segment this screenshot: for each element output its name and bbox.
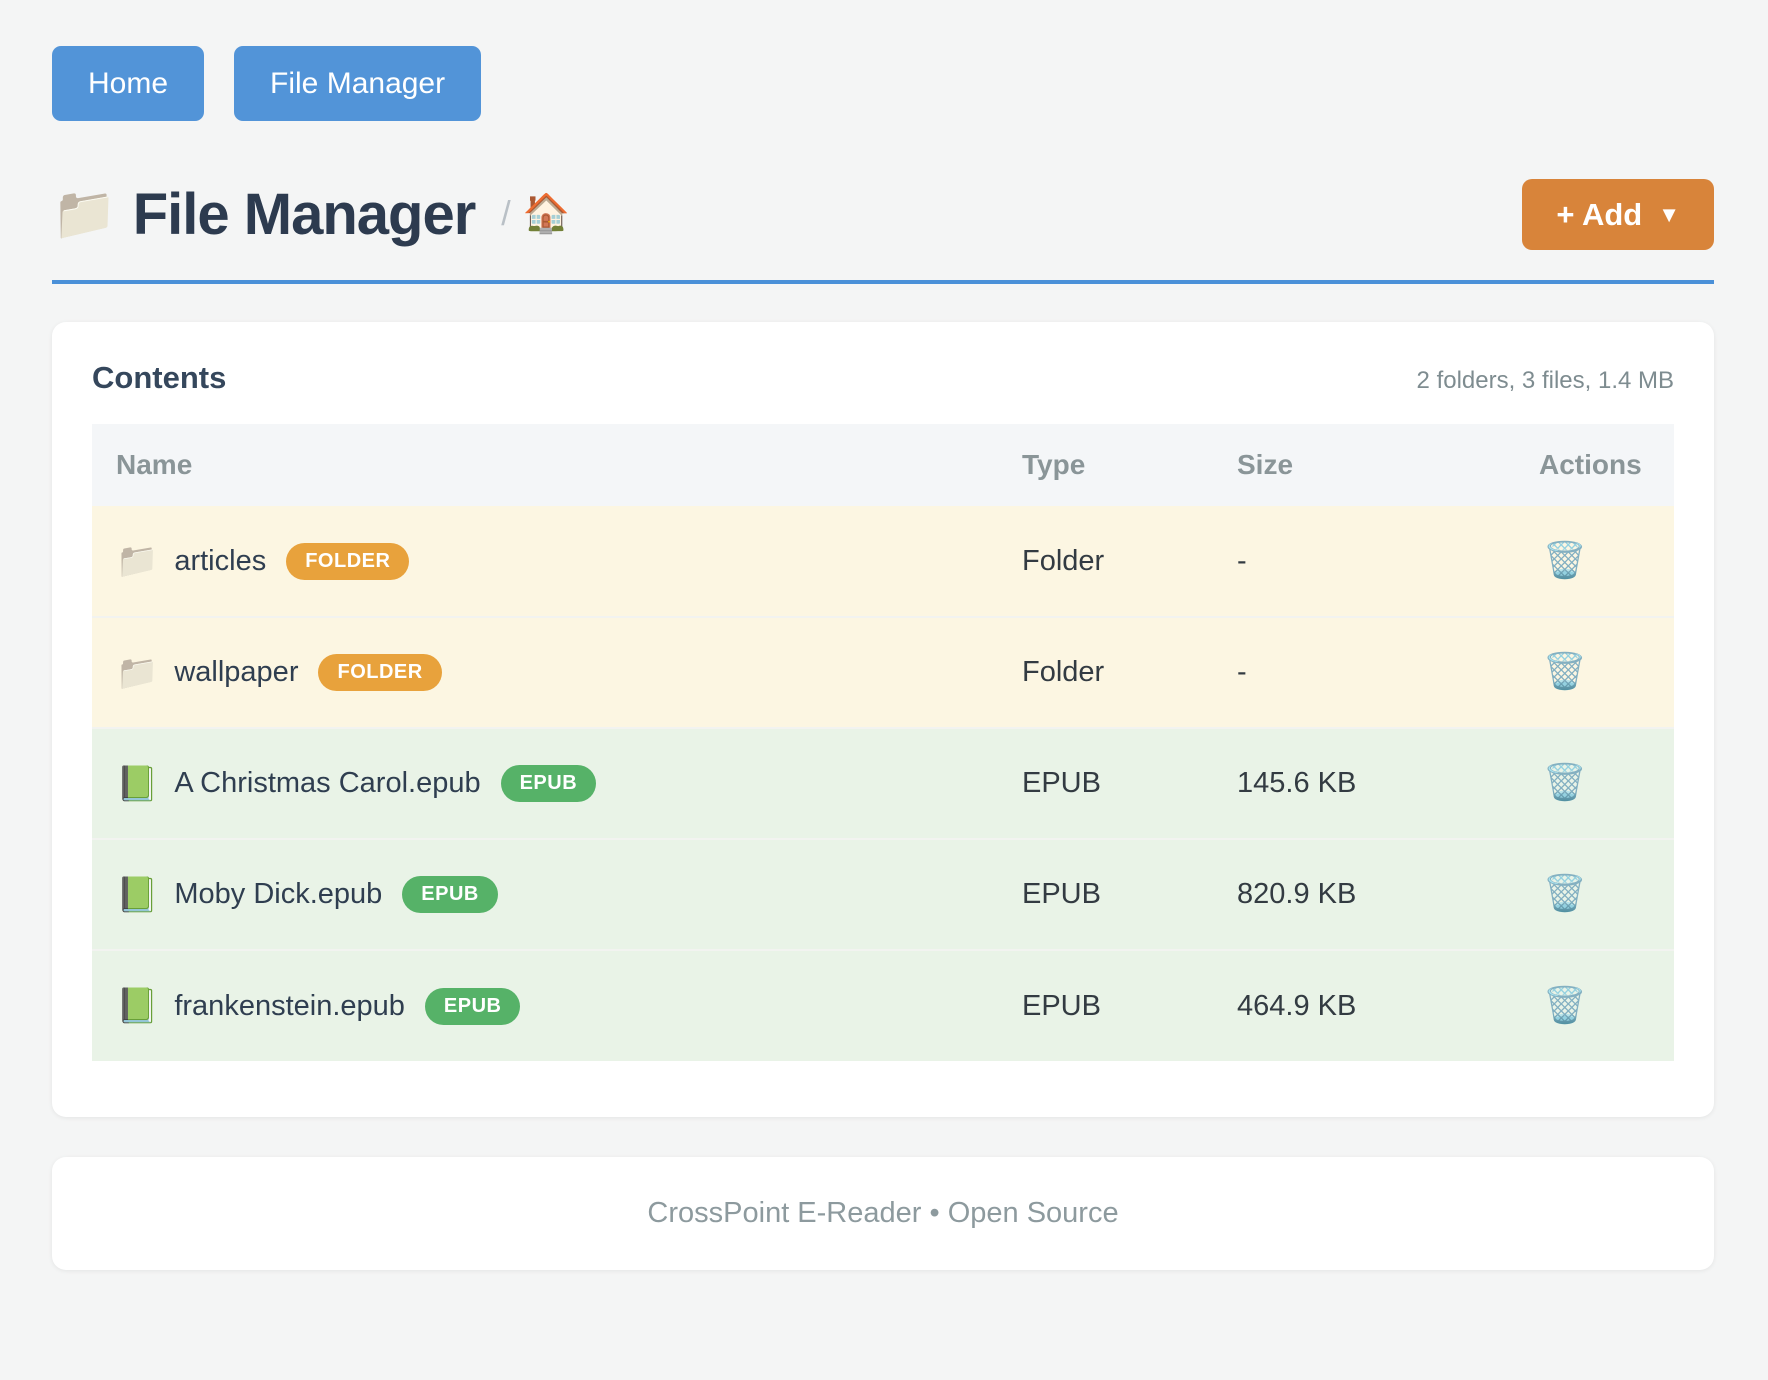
type-cell: EPUB: [998, 950, 1213, 1061]
file-badge: EPUB: [424, 987, 521, 1025]
page-title: File Manager: [132, 181, 477, 247]
column-header-actions: Actions: [1515, 424, 1674, 506]
size-cell: 820.9 KB: [1213, 839, 1515, 951]
breadcrumb-separator: /: [501, 194, 511, 233]
add-button[interactable]: + Add ▼: [1522, 179, 1714, 250]
trash-icon[interactable]: 🗑️: [1543, 985, 1587, 1025]
caret-down-icon: ▼: [1658, 201, 1680, 227]
actions-cell: 🗑️: [1515, 506, 1674, 618]
actions-cell: 🗑️: [1515, 728, 1674, 840]
contents-card-header: Contents 2 folders, 3 files, 1.4 MB: [92, 360, 1674, 396]
contents-card: Contents 2 folders, 3 files, 1.4 MB Name…: [52, 322, 1714, 1117]
title-group: 📁 File Manager / 🏠: [52, 181, 570, 247]
home-button[interactable]: Home: [52, 46, 205, 121]
table-body: 📁 articles FOLDER Folder - 🗑️ 📁 wallpape…: [92, 506, 1674, 1061]
file-badge: FOLDER: [318, 654, 442, 691]
folder-icon: 📁: [52, 185, 117, 244]
file-icon: 📁: [116, 653, 159, 692]
file-icon: 📁: [116, 542, 159, 580]
table-row[interactable]: 📁 articles FOLDER Folder - 🗑️: [92, 506, 1674, 618]
home-icon[interactable]: 🏠: [522, 193, 571, 236]
file-icon: 📗: [116, 764, 159, 803]
name-cell: 📗 Moby Dick.epub EPUB: [92, 839, 998, 951]
contents-summary: 2 folders, 3 files, 1.4 MB: [1416, 367, 1674, 394]
name-cell: 📗 frankenstein.epub EPUB: [92, 950, 998, 1061]
actions-cell: 🗑️: [1515, 839, 1674, 951]
trash-icon[interactable]: 🗑️: [1543, 763, 1587, 802]
file-icon: 📗: [116, 987, 159, 1025]
name-cell: 📁 wallpaper FOLDER: [92, 617, 998, 729]
column-header-name: Name: [92, 424, 998, 506]
actions-cell: 🗑️: [1515, 950, 1674, 1061]
file-table: Name Type Size Actions 📁 articles FOLDER…: [92, 424, 1674, 1061]
size-cell: -: [1213, 617, 1515, 729]
table-header-row: Name Type Size Actions: [92, 424, 1674, 506]
trash-icon[interactable]: 🗑️: [1543, 874, 1587, 913]
file-manager-button[interactable]: File Manager: [234, 46, 482, 121]
trash-icon[interactable]: 🗑️: [1543, 652, 1587, 691]
type-cell: EPUB: [998, 728, 1213, 840]
type-cell: EPUB: [998, 839, 1213, 951]
table-row[interactable]: 📗 Moby Dick.epub EPUB EPUB 820.9 KB 🗑️: [92, 839, 1674, 951]
file-name[interactable]: Moby Dick.epub: [174, 878, 383, 910]
name-cell: 📁 articles FOLDER: [92, 506, 998, 618]
size-cell: 145.6 KB: [1213, 728, 1515, 840]
file-badge: EPUB: [500, 765, 597, 802]
file-name[interactable]: articles: [174, 544, 267, 577]
column-header-size: Size: [1213, 424, 1515, 506]
table-row[interactable]: 📁 wallpaper FOLDER Folder - 🗑️: [92, 617, 1674, 729]
actions-cell: 🗑️: [1515, 617, 1674, 729]
table-row[interactable]: 📗 A Christmas Carol.epub EPUB EPUB 145.6…: [92, 728, 1674, 840]
title-row: 📁 File Manager / 🏠 + Add ▼: [52, 179, 1714, 250]
table-row[interactable]: 📗 frankenstein.epub EPUB EPUB 464.9 KB 🗑…: [92, 950, 1674, 1061]
footer: CrossPoint E-Reader • Open Source: [52, 1157, 1714, 1270]
title-underline: [52, 280, 1714, 284]
file-name[interactable]: wallpaper: [174, 656, 299, 688]
file-name[interactable]: A Christmas Carol.epub: [174, 767, 481, 799]
type-cell: Folder: [998, 506, 1213, 618]
trash-icon[interactable]: 🗑️: [1543, 540, 1587, 580]
column-header-type: Type: [998, 424, 1213, 506]
breadcrumb: / 🏠: [501, 195, 570, 234]
name-cell: 📗 A Christmas Carol.epub EPUB: [92, 728, 998, 840]
size-cell: -: [1213, 506, 1515, 618]
file-icon: 📗: [116, 875, 159, 914]
size-cell: 464.9 KB: [1213, 950, 1515, 1061]
contents-title: Contents: [92, 360, 227, 395]
type-cell: Folder: [998, 617, 1213, 729]
top-nav: Home File Manager: [52, 46, 1714, 121]
file-badge: FOLDER: [286, 542, 410, 580]
add-button-label: + Add: [1556, 197, 1643, 232]
footer-text: CrossPoint E-Reader • Open Source: [647, 1197, 1119, 1229]
file-badge: EPUB: [402, 876, 498, 913]
file-name[interactable]: frankenstein.epub: [174, 989, 405, 1022]
